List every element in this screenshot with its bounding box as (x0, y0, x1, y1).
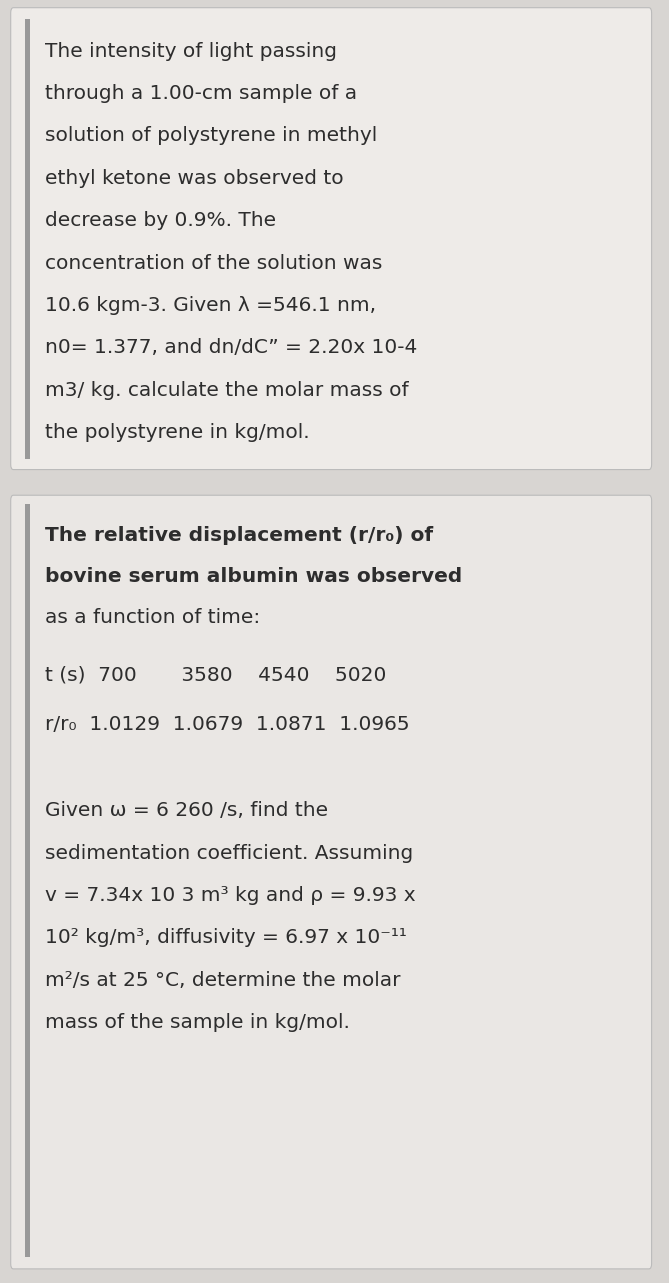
Text: sedimentation coefficient. Assuming: sedimentation coefficient. Assuming (45, 844, 413, 862)
Text: 10.6 kgm-3. Given λ =546.1 nm,: 10.6 kgm-3. Given λ =546.1 nm, (45, 296, 377, 314)
Text: v = 7.34x 10 3 m³ kg and ρ = 9.93 x: v = 7.34x 10 3 m³ kg and ρ = 9.93 x (45, 887, 416, 905)
Text: Given ω = 6 260 /s, find the: Given ω = 6 260 /s, find the (45, 802, 328, 820)
Text: ethyl ketone was observed to: ethyl ketone was observed to (45, 169, 344, 187)
Text: r/r₀  1.0129  1.0679  1.0871  1.0965: r/r₀ 1.0129 1.0679 1.0871 1.0965 (45, 716, 410, 734)
FancyBboxPatch shape (11, 495, 652, 1269)
Text: as a function of time:: as a function of time: (45, 608, 261, 626)
Text: n0= 1.377, and dn/dC” = 2.20x 10-4: n0= 1.377, and dn/dC” = 2.20x 10-4 (45, 339, 418, 357)
Bar (25, 504, 30, 1257)
Text: 10² kg/m³, diffusivity = 6.97 x 10⁻¹¹: 10² kg/m³, diffusivity = 6.97 x 10⁻¹¹ (45, 929, 407, 947)
Text: solution of polystyrene in methyl: solution of polystyrene in methyl (45, 127, 378, 145)
Text: m²/s at 25 °C, determine the molar: m²/s at 25 °C, determine the molar (45, 971, 401, 989)
Text: t (s)  700       3580    4540    5020: t (s) 700 3580 4540 5020 (45, 666, 387, 684)
Text: concentration of the solution was: concentration of the solution was (45, 254, 383, 272)
Text: decrease by 0.9%. The: decrease by 0.9%. The (45, 212, 276, 230)
Text: bovine serum albumin was observed: bovine serum albumin was observed (45, 567, 463, 585)
Text: m3/ kg. calculate the molar mass of: m3/ kg. calculate the molar mass of (45, 381, 409, 399)
Text: mass of the sample in kg/mol.: mass of the sample in kg/mol. (45, 1014, 351, 1032)
Text: the polystyrene in kg/mol.: the polystyrene in kg/mol. (45, 423, 310, 441)
Bar (25, 19, 30, 459)
Text: through a 1.00-cm sample of a: through a 1.00-cm sample of a (45, 85, 358, 103)
Text: The relative displacement (r/r₀) of: The relative displacement (r/r₀) of (45, 526, 434, 544)
FancyBboxPatch shape (11, 8, 652, 470)
Text: The intensity of light passing: The intensity of light passing (45, 42, 337, 60)
